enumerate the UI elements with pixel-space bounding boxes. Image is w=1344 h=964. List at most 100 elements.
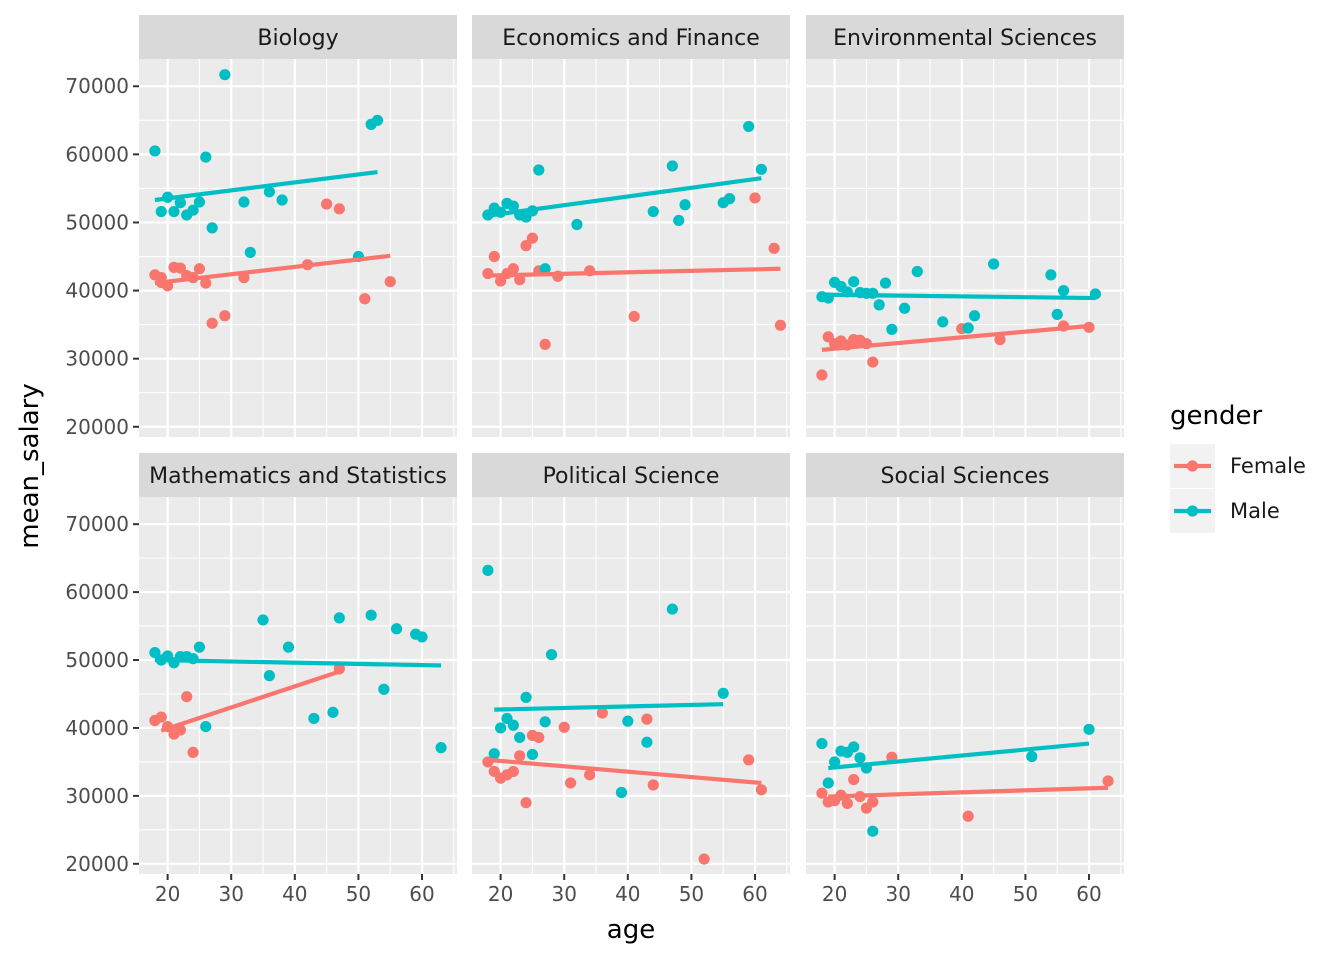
data-point-male — [571, 218, 583, 231]
facet-strip — [472, 15, 790, 59]
data-point-male — [149, 145, 161, 157]
data-point-female — [596, 707, 608, 719]
data-point-male — [238, 196, 250, 208]
y-tick-label: 20000 — [65, 415, 129, 439]
facet-panel-political-science: Political Science — [472, 453, 790, 874]
data-point-female — [768, 242, 780, 254]
data-point-male — [1051, 308, 1063, 321]
y-axis-row-1: 20000 30000 40000 50000 60000 70000 — [65, 74, 139, 439]
x-tick-label: 60 — [1076, 882, 1101, 906]
data-point-male — [520, 691, 532, 703]
legend-label: Male — [1230, 499, 1280, 523]
data-point-female — [520, 797, 532, 809]
trend-line-male — [828, 741, 1090, 771]
data-point-male — [666, 160, 678, 172]
data-point-female — [514, 750, 526, 762]
x-tick-label: 40 — [949, 882, 974, 906]
data-point-male — [968, 310, 981, 322]
x-tick-label: 20 — [822, 882, 847, 906]
x-tick-label: 30 — [218, 882, 243, 906]
series-male — [149, 69, 384, 263]
data-point-male — [276, 194, 288, 206]
data-point-male — [1045, 269, 1057, 281]
x-axis-col-1: 20 30 40 50 60 — [155, 874, 435, 906]
y-axis-title: mean_salary — [15, 383, 45, 548]
x-tick-label: 20 — [155, 882, 180, 906]
facet-panels: Biology Economics and Finance Environmenta… — [139, 15, 1124, 874]
facet-panel-mathematics-and-statistics: Mathematics and Statistics — [139, 453, 457, 874]
data-point-male — [641, 736, 653, 748]
series-male — [482, 564, 729, 799]
data-point-male — [378, 683, 390, 695]
data-point-male — [193, 196, 206, 208]
data-point-male — [867, 825, 879, 837]
data-point-male — [526, 748, 539, 761]
data-point-female — [155, 711, 167, 723]
data-point-female — [507, 765, 519, 778]
x-tick-label: 50 — [346, 882, 371, 906]
data-point-male — [488, 748, 500, 760]
data-point-male — [898, 302, 911, 314]
panel-grid — [472, 497, 790, 874]
y-axis-row-2: 20000 30000 40000 50000 60000 70000 — [65, 512, 139, 876]
data-point-female — [816, 787, 828, 799]
trend-line-female — [487, 266, 781, 278]
y-tick-label: 60000 — [65, 142, 129, 166]
y-tick-label: 70000 — [65, 74, 129, 98]
axes: 20000 30000 40000 50000 60000 70000 20000 30000… — [65, 74, 1101, 906]
data-point-female — [187, 746, 199, 759]
data-point-male — [679, 199, 691, 211]
data-point-male — [365, 609, 377, 621]
x-tick-label: 40 — [615, 882, 640, 906]
data-point-male — [308, 712, 320, 725]
data-point-male — [187, 204, 199, 216]
panel-data — [482, 120, 787, 350]
data-point-female — [647, 779, 659, 791]
data-point-male — [206, 222, 218, 234]
data-point-female — [867, 796, 879, 808]
data-point-female — [558, 721, 570, 733]
panel-background — [472, 497, 790, 874]
data-point-male — [911, 265, 923, 278]
legend-label: Female — [1230, 454, 1306, 478]
panel-background — [806, 497, 1124, 874]
x-tick-label: 40 — [282, 882, 307, 906]
panel-data — [149, 609, 447, 759]
panel-data — [149, 69, 396, 329]
y-tick-label: 50000 — [65, 210, 129, 234]
data-point-male — [533, 164, 545, 176]
facet-strip — [472, 453, 790, 497]
x-tick-label: 20 — [488, 882, 513, 906]
data-point-male — [149, 646, 161, 659]
panel-grid — [806, 497, 1124, 874]
data-point-male — [200, 151, 212, 163]
data-point-male — [168, 205, 180, 218]
data-point-female — [628, 310, 640, 323]
panel-grid — [139, 59, 457, 437]
data-point-female — [962, 810, 974, 822]
data-point-female — [488, 250, 500, 263]
data-point-male — [257, 614, 269, 626]
panel-background — [139, 59, 457, 437]
panel-grid — [472, 59, 790, 437]
data-point-male — [848, 276, 860, 288]
facet-strip-label: Biology — [257, 26, 338, 51]
x-axis-col-2: 20 30 40 50 60 — [488, 874, 768, 906]
data-point-female — [384, 276, 396, 288]
data-point-male — [200, 720, 212, 733]
trend-line-male — [821, 292, 1096, 301]
facet-strip-label: Social Sciences — [881, 464, 1050, 489]
data-point-male — [622, 715, 634, 727]
data-point-male — [673, 214, 685, 227]
data-point-female — [219, 310, 231, 322]
data-point-male — [647, 205, 659, 218]
facet-strip-label: Political Science — [543, 464, 720, 489]
panel-background — [472, 59, 790, 437]
data-point-female — [564, 777, 577, 789]
legend-key-point — [1186, 505, 1199, 517]
data-point-female — [539, 338, 551, 350]
trend-line-female — [154, 253, 391, 286]
facet-strip — [806, 15, 1124, 59]
